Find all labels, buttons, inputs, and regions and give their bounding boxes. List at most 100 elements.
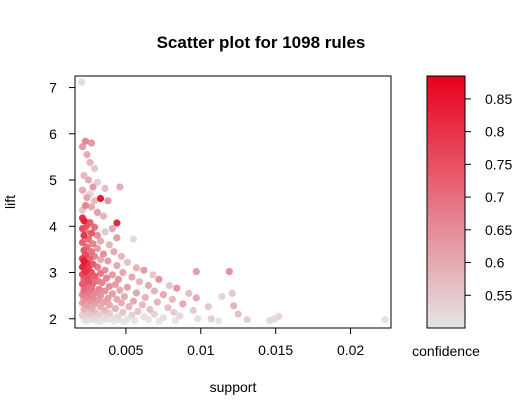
data-point (96, 269, 105, 277)
data-point (155, 275, 163, 283)
points-layer (78, 78, 389, 326)
data-point (104, 197, 112, 205)
data-point (146, 305, 154, 314)
data-point (108, 225, 116, 233)
data-point (128, 311, 136, 319)
data-point (150, 287, 158, 295)
data-point (173, 284, 181, 292)
data-point (86, 158, 94, 167)
y-axis-label: lift (2, 195, 18, 209)
data-point (114, 275, 122, 283)
data-point (80, 257, 88, 265)
data-point (87, 229, 96, 237)
data-point (132, 289, 140, 297)
data-point (132, 264, 140, 272)
data-point (159, 314, 167, 322)
data-point (78, 186, 87, 194)
color-legend-label: confidence (412, 343, 480, 359)
data-point (89, 240, 97, 248)
data-point (225, 268, 233, 276)
data-point (138, 301, 146, 309)
y-tick-label: 6 (49, 126, 57, 142)
data-point (104, 294, 112, 302)
data-point (131, 317, 139, 325)
x-axis: 0.005 0.01 0.015 0.02 (108, 328, 364, 358)
data-point (113, 234, 121, 242)
data-point (228, 289, 236, 297)
data-point (80, 217, 88, 225)
data-point (125, 303, 133, 311)
data-point (381, 316, 389, 324)
data-point (78, 78, 86, 86)
data-point (168, 295, 176, 303)
data-point (101, 184, 109, 192)
data-point (83, 151, 91, 159)
data-point (84, 176, 93, 184)
data-point (170, 308, 178, 316)
legend-tick-label: 0.55 (485, 287, 512, 303)
data-point (105, 282, 113, 290)
data-point (96, 292, 105, 300)
data-point (102, 274, 111, 282)
data-point (81, 201, 90, 210)
data-point (78, 143, 87, 151)
data-point (189, 306, 197, 314)
data-point (93, 178, 102, 186)
legend-tick-label: 0.65 (485, 222, 512, 238)
legend-tick-label: 0.6 (485, 255, 505, 271)
data-point (89, 183, 97, 191)
chart-title: Scatter plot for 1098 rules (157, 33, 366, 52)
data-point (117, 252, 125, 260)
data-point (101, 228, 109, 236)
data-point (78, 238, 87, 247)
data-point (204, 303, 212, 311)
x-tick-label: 0.015 (258, 342, 293, 358)
data-point (192, 294, 200, 302)
data-point (80, 171, 88, 179)
plot-frame (74, 75, 392, 329)
y-axis: 2 3 4 5 6 7 (49, 80, 75, 327)
data-point (119, 308, 127, 316)
data-point (113, 262, 121, 270)
legend-tick-label: 0.8 (485, 124, 505, 140)
data-point (78, 280, 87, 288)
data-point (230, 302, 238, 310)
data-point (141, 293, 149, 302)
data-point (99, 250, 108, 258)
data-point (89, 260, 97, 268)
data-point (128, 273, 136, 281)
data-point (215, 317, 223, 325)
legend-tick-label: 0.7 (485, 189, 505, 205)
data-point (234, 310, 242, 318)
data-point (120, 317, 128, 326)
data-point (105, 301, 113, 309)
data-point (93, 208, 102, 216)
data-point (135, 278, 143, 286)
data-point (96, 237, 105, 245)
data-point (96, 194, 105, 203)
data-point (123, 283, 131, 291)
y-tick-label: 5 (49, 172, 57, 188)
x-axis-label: support (210, 379, 257, 395)
data-point (150, 310, 158, 318)
data-point (90, 223, 99, 231)
data-point (120, 293, 128, 301)
data-point (104, 257, 112, 265)
data-point (159, 291, 167, 299)
data-point (111, 305, 119, 313)
x-tick-label: 0.02 (337, 342, 364, 358)
data-point (78, 225, 87, 233)
legend-tick-label: 0.85 (485, 91, 512, 107)
x-tick-label: 0.005 (108, 342, 143, 358)
data-point (171, 317, 179, 325)
data-point (99, 212, 108, 220)
data-point (113, 295, 121, 303)
data-point (90, 197, 99, 205)
y-tick-label: 2 (49, 311, 57, 327)
data-point (108, 271, 116, 279)
data-point (275, 312, 283, 320)
data-point (149, 271, 157, 279)
y-tick-label: 4 (49, 218, 57, 234)
data-point (165, 281, 173, 290)
data-point (123, 258, 131, 266)
